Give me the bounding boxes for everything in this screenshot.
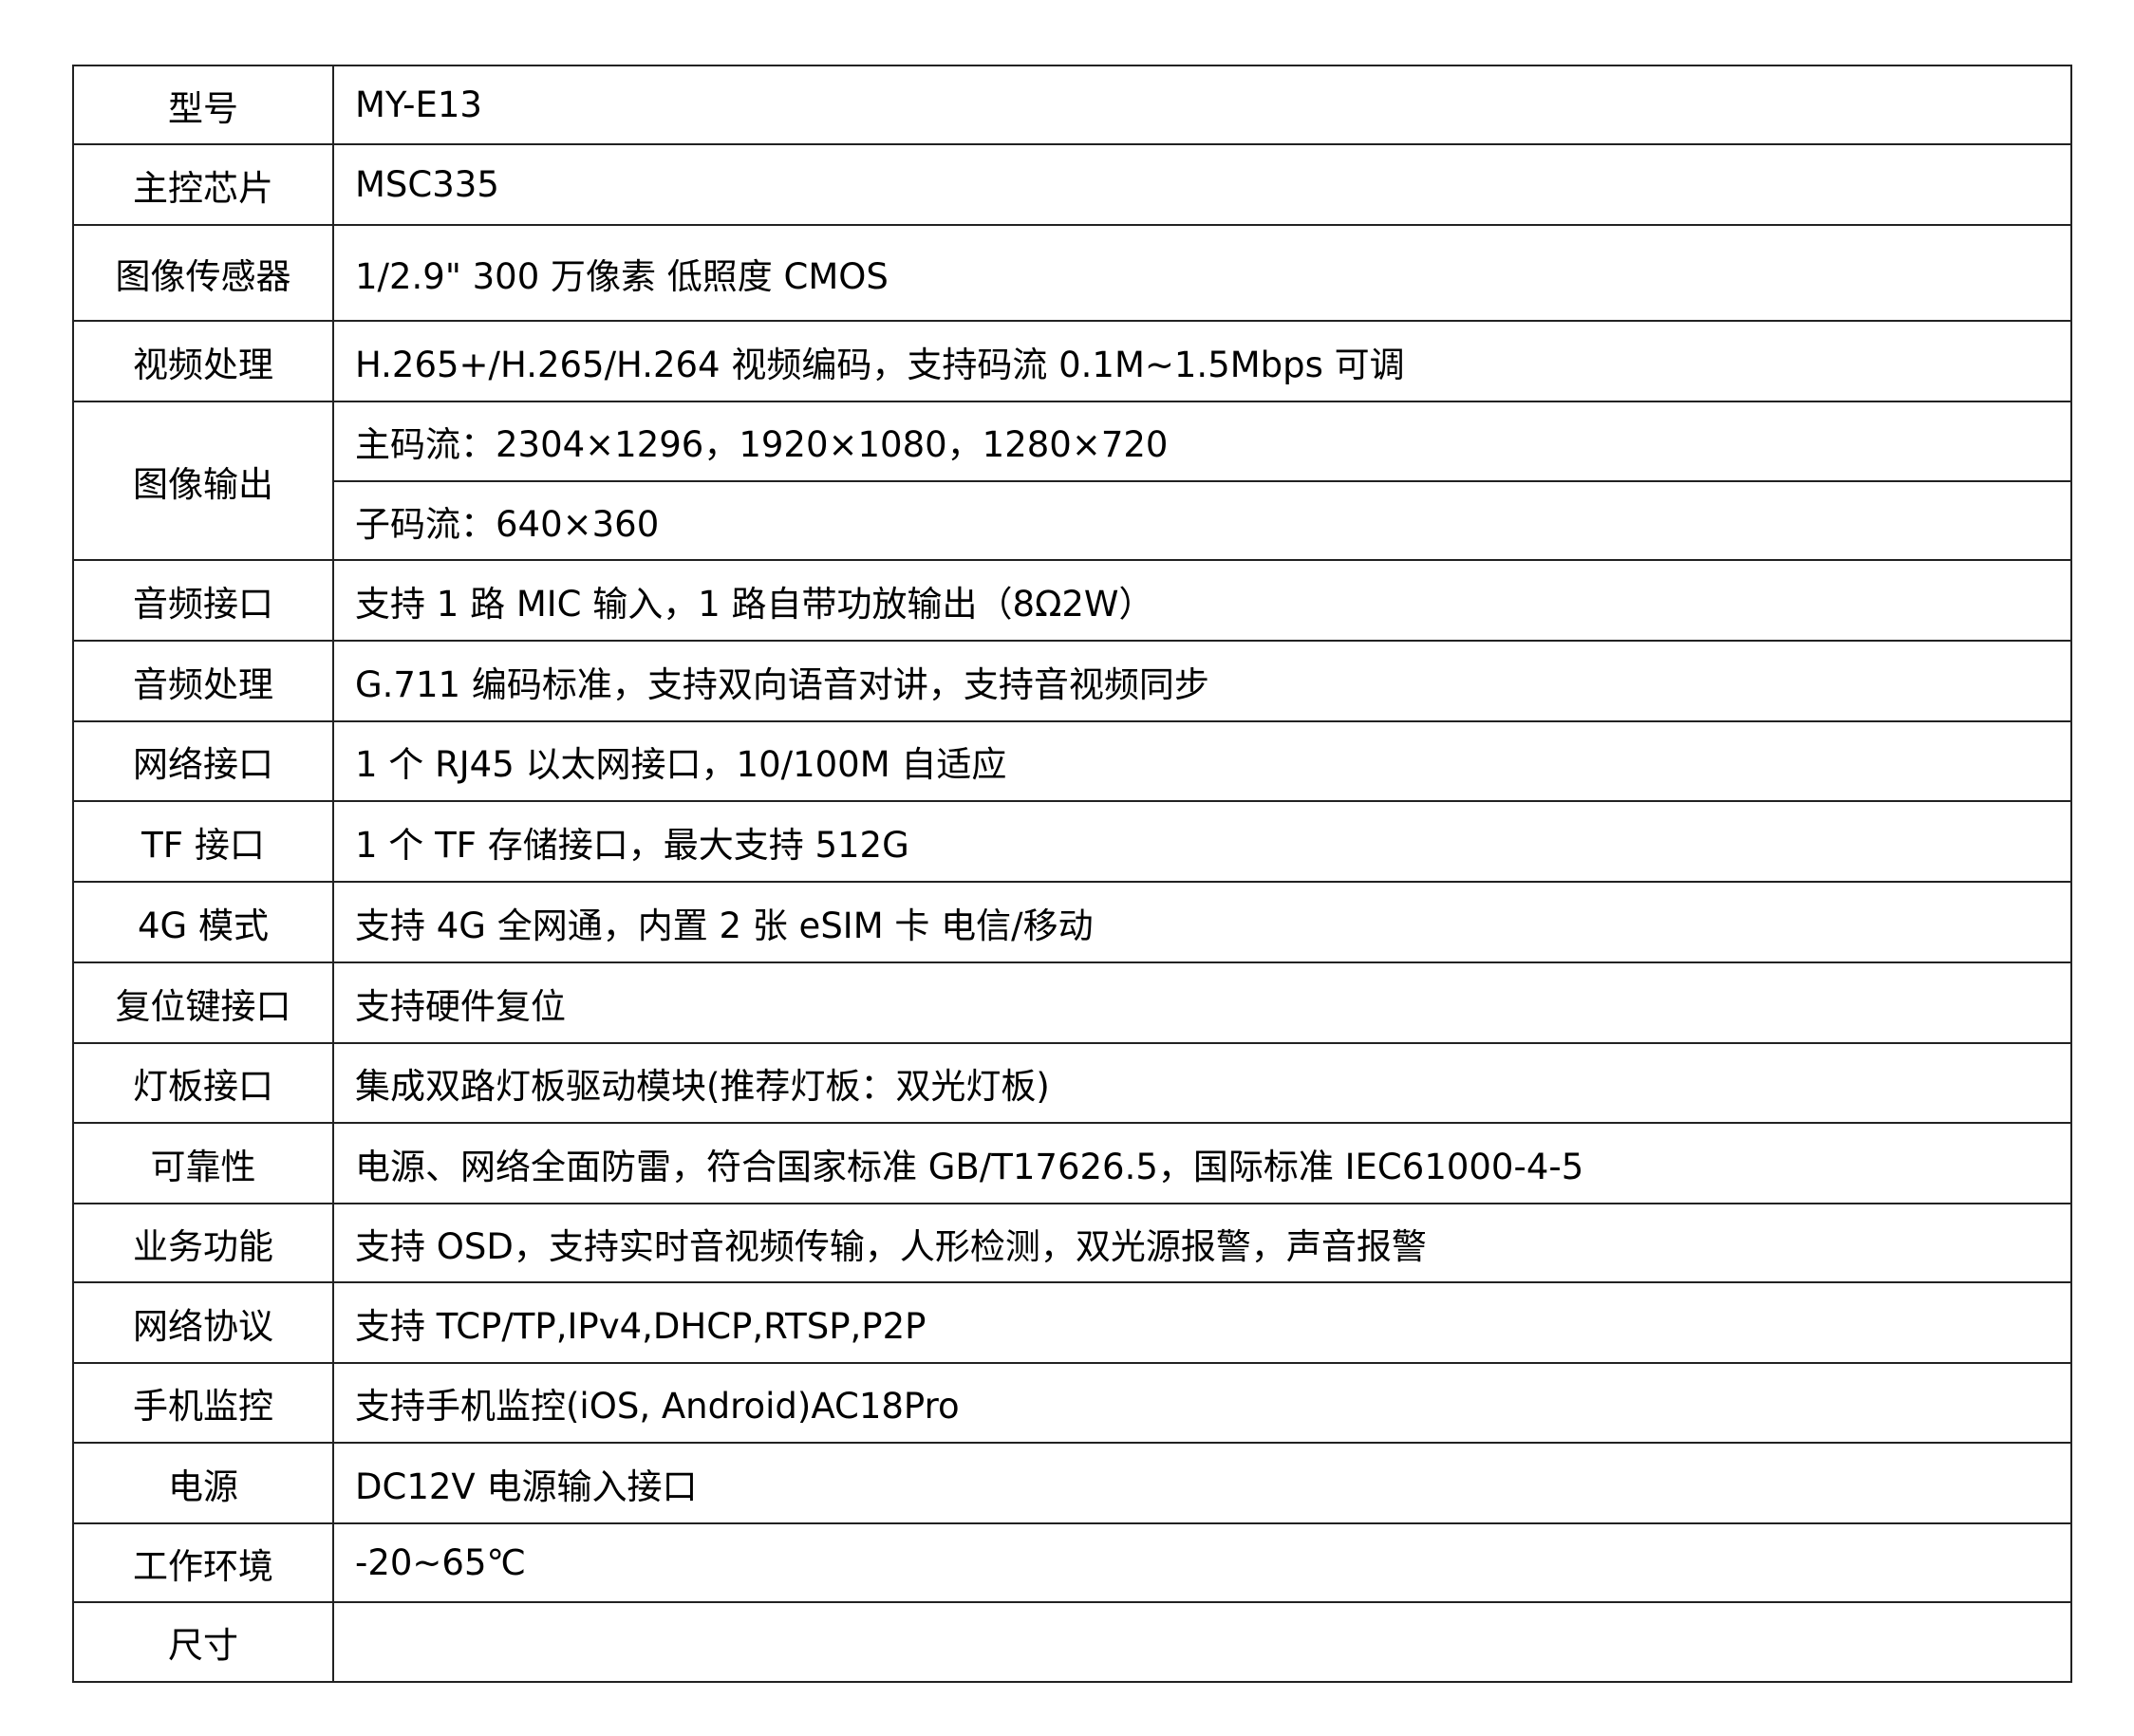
spec-label: 音频接口 [72, 559, 334, 642]
table-row: 型号 MY-E13 [72, 65, 2072, 145]
spec-value: 支持手机监控(iOS, Android)AC18Pro [332, 1362, 2072, 1444]
spec-label: TF 接口 [72, 800, 334, 883]
spec-value: -20~65℃ [332, 1522, 2072, 1603]
spec-label: 图像输出 [72, 401, 334, 561]
spec-value: 支持硬件复位 [332, 961, 2072, 1044]
spec-label: 型号 [72, 65, 334, 145]
table-row: 音频接口 支持 1 路 MIC 输入，1 路自带功放输出（8Ω2W） [72, 559, 2072, 642]
spec-value: 主码流：2304×1296，1920×1080，1280×720 [332, 401, 2072, 482]
spec-label: 电源 [72, 1442, 334, 1524]
table-row: 4G 模式 支持 4G 全网通，内置 2 张 eSIM 卡 电信/移动 [72, 881, 2072, 963]
table-row: 图像传感器 1/2.9" 300 万像素 低照度 CMOS [72, 224, 2072, 322]
table-row: 电源 DC12V 电源输入接口 [72, 1442, 2072, 1524]
spec-value: MSC335 [332, 143, 2072, 226]
spec-label: 复位键接口 [72, 961, 334, 1044]
table-row: 主控芯片 MSC335 [72, 143, 2072, 226]
spec-value: DC12V 电源输入接口 [332, 1442, 2072, 1524]
spec-label: 音频处理 [72, 640, 334, 722]
spec-value: 集成双路灯板驱动模块(推荐灯板：双光灯板) [332, 1042, 2072, 1124]
table-row: 工作环境 -20~65℃ [72, 1522, 2072, 1603]
table-row: 复位键接口 支持硬件复位 [72, 961, 2072, 1044]
spec-value: 支持 1 路 MIC 输入，1 路自带功放输出（8Ω2W） [332, 559, 2072, 642]
spec-value: MY-E13 [332, 65, 2072, 145]
spec-value: 支持 OSD，支持实时音视频传输，人形检测，双光源报警，声音报警 [332, 1203, 2072, 1283]
spec-label: 业务功能 [72, 1203, 334, 1283]
spec-value: 子码流：640×360 [332, 480, 2072, 561]
table-row: 子码流：640×360 [73, 480, 2072, 561]
spec-value: 1 个 RJ45 以太网接口，10/100M 自适应 [332, 720, 2072, 802]
spec-label: 图像传感器 [72, 224, 334, 322]
spec-table: 型号 MY-E13 主控芯片 MSC335 图像传感器 1/2.9" 300 万像素 低照… [72, 65, 2072, 1683]
spec-label: 灯板接口 [72, 1042, 334, 1124]
table-row: 尺寸 [72, 1601, 2072, 1683]
spec-value: 支持 TCP/TP,IPv4,DHCP,RTSP,P2P [332, 1281, 2072, 1364]
spec-value: 1/2.9" 300 万像素 低照度 CMOS [332, 224, 2072, 322]
table-row: 网络协议 支持 TCP/TP,IPv4,DHCP,RTSP,P2P [72, 1281, 2072, 1364]
table-row: 图像输出 主码流：2304×1296，1920×1080，1280×720 [72, 401, 2072, 561]
table-row: 灯板接口 集成双路灯板驱动模块(推荐灯板：双光灯板) [72, 1042, 2072, 1124]
spec-label: 可靠性 [72, 1122, 334, 1204]
table-row: 手机监控 支持手机监控(iOS, Android)AC18Pro [72, 1362, 2072, 1444]
spec-label: 4G 模式 [72, 881, 334, 963]
spec-value: G.711 编码标准，支持双向语音对讲，支持音视频同步 [332, 640, 2072, 722]
table-row: 网络接口 1 个 RJ45 以太网接口，10/100M 自适应 [72, 720, 2072, 802]
spec-value: H.265+/H.265/H.264 视频编码，支持码流 0.1M~1.5Mbp… [332, 320, 2072, 402]
table-row: 音频处理 G.711 编码标准，支持双向语音对讲，支持音视频同步 [72, 640, 2072, 722]
spec-value [332, 1601, 2072, 1683]
spec-value: 支持 4G 全网通，内置 2 张 eSIM 卡 电信/移动 [332, 881, 2072, 963]
table-row: 视频处理 H.265+/H.265/H.264 视频编码，支持码流 0.1M~1.… [72, 320, 2072, 402]
spec-label: 主控芯片 [72, 143, 334, 226]
spec-value: 电源、网络全面防雷，符合国家标准 GB/T17626.5，国际标准 IEC610… [332, 1122, 2072, 1204]
spec-label: 视频处理 [72, 320, 334, 402]
spec-label: 网络接口 [72, 720, 334, 802]
spec-value: 1 个 TF 存储接口，最大支持 512G [332, 800, 2072, 883]
spec-label: 尺寸 [72, 1601, 334, 1683]
table-row: 业务功能 支持 OSD，支持实时音视频传输，人形检测，双光源报警，声音报警 [72, 1203, 2072, 1283]
table-row: TF 接口 1 个 TF 存储接口，最大支持 512G [72, 800, 2072, 883]
table-row: 可靠性 电源、网络全面防雷，符合国家标准 GB/T17626.5，国际标准 IEC… [72, 1122, 2072, 1204]
spec-label: 手机监控 [72, 1362, 334, 1444]
spec-label: 网络协议 [72, 1281, 334, 1364]
spec-label: 工作环境 [72, 1522, 334, 1603]
